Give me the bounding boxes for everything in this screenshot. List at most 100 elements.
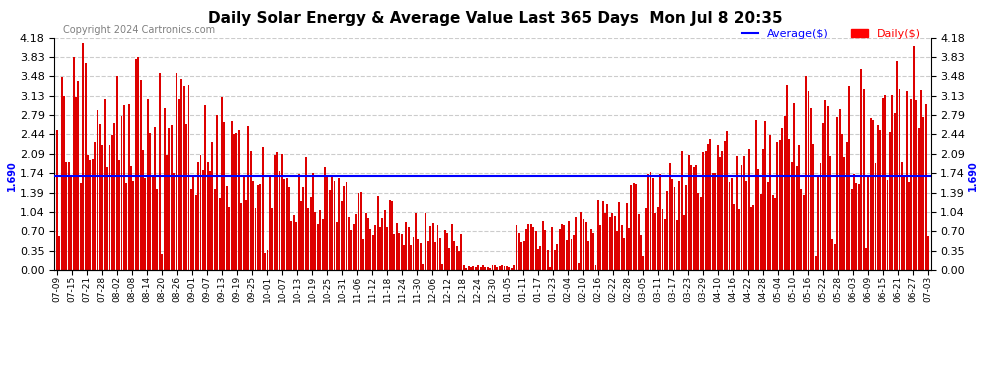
Bar [420,243,422,270]
Bar [389,200,390,270]
Bar [450,225,452,270]
Bar [540,246,542,270]
Bar [736,156,738,270]
Bar [130,166,132,270]
Bar [553,250,555,270]
Bar [192,176,194,270]
Bar [813,144,814,270]
Bar [636,183,638,270]
Bar [405,222,407,270]
Bar [243,175,245,270]
Bar [595,264,596,270]
Bar [202,170,204,270]
Bar [587,242,589,270]
Bar [455,246,457,270]
Bar [649,172,651,270]
Bar [138,57,140,270]
Bar [147,99,148,270]
Bar [862,89,864,270]
Bar [678,181,680,270]
Bar [216,115,218,270]
Bar [644,208,646,270]
Bar [224,122,226,270]
Bar [104,99,106,270]
Bar [843,158,845,270]
Bar [729,182,731,270]
Bar [891,95,893,270]
Bar [521,242,522,270]
Bar [422,264,424,270]
Bar [889,132,891,270]
Bar [918,128,920,270]
Bar [183,86,185,270]
Bar [171,126,172,270]
Bar [681,151,682,270]
Legend: Average($), Daily($): Average($), Daily($) [738,24,925,44]
Bar [551,227,553,270]
Bar [800,189,802,270]
Bar [300,201,302,270]
Bar [322,219,324,270]
Text: Copyright 2024 Cartronics.com: Copyright 2024 Cartronics.com [63,25,216,35]
Bar [312,173,314,270]
Bar [329,190,331,270]
Bar [357,193,359,270]
Bar [896,60,898,270]
Bar [393,234,395,270]
Bar [484,267,486,270]
Bar [693,167,695,270]
Bar [614,216,616,270]
Bar [257,185,258,270]
Bar [621,225,623,270]
Bar [683,215,685,270]
Bar [178,99,180,270]
Bar [475,267,477,270]
Bar [640,235,642,270]
Bar [362,239,364,270]
Bar [180,80,182,270]
Bar [271,208,273,270]
Bar [315,212,317,270]
Bar [344,186,346,270]
Bar [575,217,577,270]
Bar [616,231,618,270]
Bar [734,204,736,270]
Bar [245,200,247,270]
Bar [722,151,724,270]
Bar [376,195,378,270]
Bar [771,195,773,270]
Bar [80,183,82,270]
Bar [628,228,630,270]
Bar [460,234,462,270]
Bar [533,226,535,270]
Bar [249,151,251,270]
Bar [355,214,357,270]
Bar [472,266,474,270]
Bar [401,234,403,270]
Bar [352,224,354,270]
Bar [845,142,847,270]
Bar [197,162,199,270]
Bar [808,92,810,270]
Bar [860,69,862,270]
Bar [470,267,472,270]
Bar [599,225,601,270]
Bar [887,180,888,270]
Bar [94,142,96,270]
Bar [477,266,479,270]
Bar [413,237,415,270]
Bar [631,184,633,270]
Bar [65,162,67,270]
Bar [516,225,518,270]
Bar [597,200,599,270]
Bar [537,249,539,270]
Bar [604,213,606,270]
Bar [295,222,297,270]
Bar [303,187,304,270]
Bar [128,104,130,270]
Bar [158,73,160,270]
Bar [793,103,795,270]
Bar [437,225,439,270]
Bar [494,265,496,270]
Bar [764,121,766,270]
